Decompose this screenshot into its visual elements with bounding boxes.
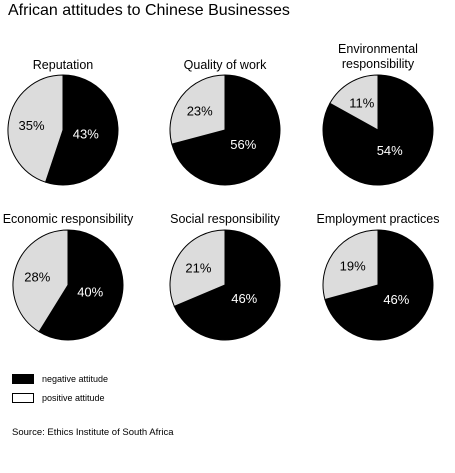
- negative-value-label: 40%: [77, 284, 103, 299]
- positive-value-label: 23%: [187, 104, 213, 119]
- legend-negative-label: negative attitude: [42, 374, 109, 384]
- positive-value-label: 21%: [185, 260, 211, 275]
- pie-slice-positive: [329, 74, 379, 131]
- positive-swatch: [12, 393, 34, 403]
- negative-value-label: 46%: [383, 292, 409, 307]
- pie-title: Reputation: [32, 58, 94, 72]
- pie-title: Employment practices: [316, 212, 440, 226]
- negative-value-label: 43%: [73, 127, 99, 142]
- chart-title: African attitudes to Chinese Businesses: [8, 2, 290, 19]
- pie-slice-positive: [12, 229, 69, 333]
- positive-value-label: 35%: [18, 118, 44, 133]
- pie-title: Social responsibility: [170, 212, 280, 226]
- pie-slice-negative: [38, 229, 124, 341]
- legend-negative: negative attitude: [12, 374, 108, 384]
- positive-value-label: 11%: [349, 96, 374, 111]
- legend-positive-label: positive attitude: [42, 393, 105, 403]
- pie-title: Quality of work: [183, 58, 267, 72]
- negative-value-label: 46%: [231, 291, 257, 306]
- pie-slice-negative: [44, 74, 119, 186]
- pie-title: Economic responsibility: [2, 212, 134, 226]
- negative-swatch: [12, 374, 34, 384]
- pie-slice-negative: [171, 74, 281, 186]
- pie-slice-negative: [173, 229, 281, 341]
- negative-value-label: 56%: [230, 137, 256, 152]
- pie-title: Environmental responsibility: [338, 42, 418, 71]
- positive-value-label: 19%: [340, 259, 366, 274]
- pie-slice-positive: [7, 74, 64, 183]
- pie-slice-positive: [169, 74, 226, 145]
- pie-slice-negative: [324, 229, 434, 341]
- positive-value-label: 28%: [24, 269, 50, 284]
- pie-slice-positive: [322, 229, 379, 301]
- legend-positive: positive attitude: [12, 393, 105, 403]
- negative-value-label: 54%: [377, 143, 403, 158]
- pie-slice-positive: [169, 229, 226, 308]
- source-note: Source: Ethics Institute of South Africa: [12, 427, 174, 438]
